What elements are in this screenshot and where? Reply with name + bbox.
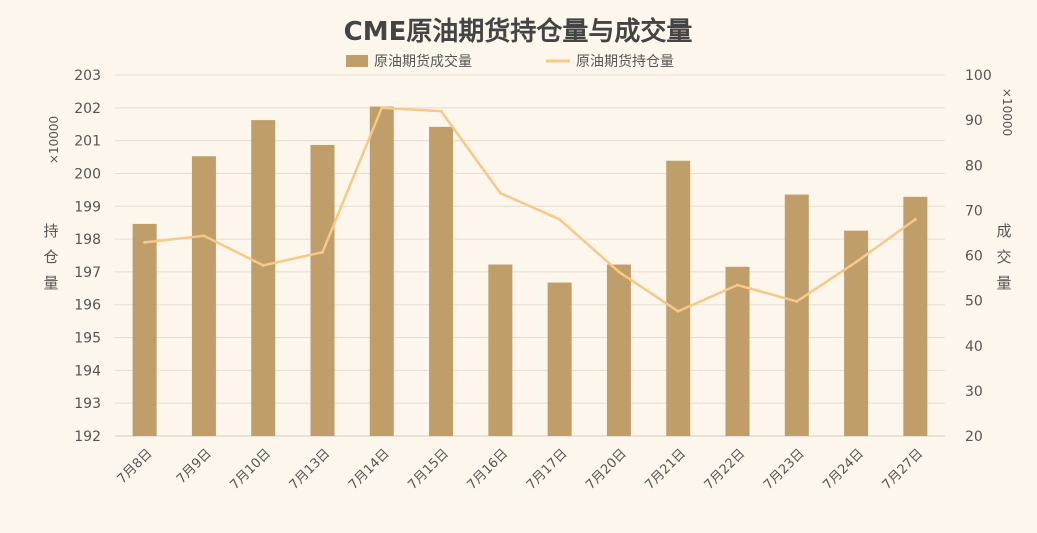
x-tick-label: 7月16日 xyxy=(465,446,512,493)
right-axis-unit: ×10000 xyxy=(1000,88,1014,136)
open-interest-line xyxy=(144,106,917,313)
legend-bar-swatch xyxy=(346,55,368,67)
legend-line-label: 原油期货持仓量 xyxy=(576,53,674,70)
x-tick-label: 7月24日 xyxy=(820,446,867,493)
right-tick-label: 60 xyxy=(965,249,983,265)
x-tick-label: 7月8日 xyxy=(115,446,156,487)
left-tick-label: 192 xyxy=(74,429,101,445)
legend: 原油期货成交量 原油期货持仓量 xyxy=(346,53,674,70)
open-interest-point xyxy=(676,309,680,313)
left-axis-title: 持仓量 xyxy=(43,222,58,292)
open-interest-point xyxy=(795,299,799,303)
axis-title-char: 仓 xyxy=(43,248,58,266)
x-tick-label: 7月27日 xyxy=(880,446,927,493)
left-tick-label: 196 xyxy=(74,298,101,314)
x-tick-label: 7月21日 xyxy=(642,446,689,493)
left-tick-label: 197 xyxy=(74,265,101,281)
x-tick-label: 7月17日 xyxy=(524,446,571,493)
right-tick-label: 50 xyxy=(965,294,983,310)
open-interest-point xyxy=(439,109,443,113)
volume-bar xyxy=(903,196,928,436)
right-tick-label: 40 xyxy=(965,339,983,355)
left-tick-label: 193 xyxy=(74,396,101,412)
open-interest-point xyxy=(558,217,562,221)
volume-bar xyxy=(191,156,216,436)
axis-title-char: 量 xyxy=(996,274,1011,292)
open-interest-point xyxy=(380,106,384,110)
volume-bar xyxy=(606,264,631,436)
right-tick-label: 100 xyxy=(965,68,992,84)
left-tick-label: 202 xyxy=(74,101,101,117)
volume-bar xyxy=(132,223,157,436)
axis-title-char: 成 xyxy=(996,222,1011,240)
left-axis-unit: ×10000 xyxy=(47,116,61,164)
right-axis-title: 成交量 xyxy=(996,222,1011,292)
open-interest-point xyxy=(261,263,265,267)
x-tick-label: 7月20日 xyxy=(583,446,630,493)
volume-bar xyxy=(666,160,691,437)
legend-bar-label: 原油期货成交量 xyxy=(374,53,472,70)
open-interest-point xyxy=(913,217,917,221)
right-tick-label: 80 xyxy=(965,158,983,174)
open-interest-point xyxy=(854,260,858,264)
volume-bar xyxy=(251,120,276,436)
volume-bar xyxy=(784,194,809,436)
axis-title-char: 量 xyxy=(43,274,58,292)
x-tick-label: 7月9日 xyxy=(174,446,215,487)
volume-bar xyxy=(547,282,572,436)
volume-bar xyxy=(369,106,394,437)
open-interest-point xyxy=(617,270,621,274)
volume-bar xyxy=(310,144,335,436)
open-interest-point xyxy=(202,234,206,238)
open-interest-point xyxy=(143,240,147,244)
x-tick-label: 7月22日 xyxy=(702,446,749,493)
left-tick-label: 195 xyxy=(74,331,101,347)
axis-title-char: 持 xyxy=(43,222,58,240)
left-tick-label: 198 xyxy=(74,232,101,248)
volume-bar xyxy=(488,264,513,436)
left-tick-label: 203 xyxy=(74,68,101,84)
left-tick-label: 201 xyxy=(74,134,101,150)
open-interest-point xyxy=(498,191,502,195)
volume-bar xyxy=(429,126,454,437)
x-tick-label: 7月10日 xyxy=(227,446,274,493)
right-tick-label: 20 xyxy=(965,429,983,445)
x-tick-label: 7月14日 xyxy=(346,446,393,493)
left-tick-label: 194 xyxy=(74,363,101,379)
chart-title: CME原油期货持仓量与成交量 xyxy=(344,16,693,47)
axis-title-char: 交 xyxy=(996,248,1011,266)
x-tick-label: 7月13日 xyxy=(287,446,334,493)
volume-bar xyxy=(725,266,750,436)
right-tick-label: 70 xyxy=(965,203,983,219)
x-tick-label: 7月15日 xyxy=(405,446,452,493)
right-tick-label: 30 xyxy=(965,384,983,400)
open-interest-point xyxy=(321,250,324,254)
volume-bar xyxy=(844,230,869,436)
x-tick-label: 7月23日 xyxy=(761,446,808,493)
left-tick-label: 199 xyxy=(74,199,101,215)
open-interest-point xyxy=(736,283,739,287)
left-tick-label: 200 xyxy=(74,166,101,182)
right-tick-label: 90 xyxy=(965,113,983,129)
